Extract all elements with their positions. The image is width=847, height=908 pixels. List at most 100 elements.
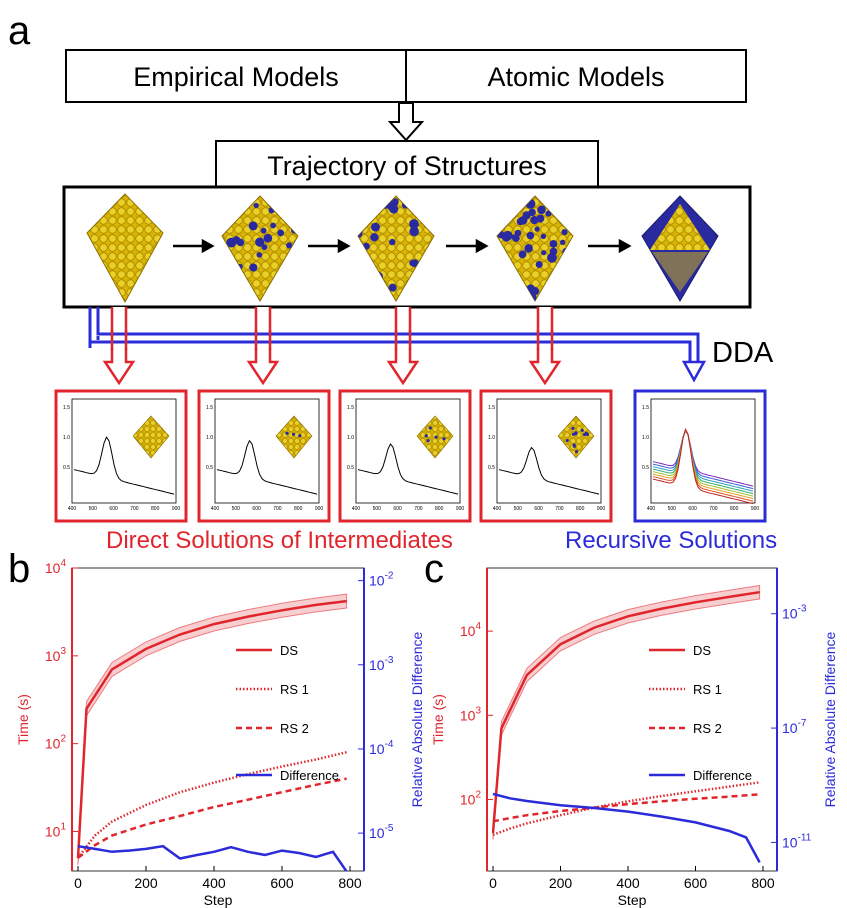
spectrum-x-tick: 400 [647,506,656,512]
spectrum-y-tick: 1.5 [347,405,354,411]
spectrum-curve [216,439,318,495]
legend-label: DS [693,643,711,658]
spectrum-panel-2: 400 500 600 700 800 900 1.5 1.0 0.5 [197,389,331,523]
y2-axis-label: Relative Absolute Difference [409,631,425,807]
spectrum-structure-thumbnail [557,415,595,459]
y2-tick-label: 10-7 [782,718,807,736]
spectrum-panel-4: 400 500 600 700 800 900 1.5 1.0 0.5 [479,389,613,523]
series-rs-2 [492,793,760,823]
defect-spot [580,428,584,432]
y-axis-label: Time (s) [15,694,31,745]
defect-spot [540,233,547,239]
spectrum-x-tick: 700 [273,506,282,512]
y2-tick-label: 10-3 [782,604,807,622]
spectrum-x-tick: 500 [373,506,382,512]
spectrum-x-tick: 700 [130,506,139,512]
series-rs-1 [492,781,760,836]
defect-spot [260,227,267,234]
series-rs-1 [77,750,347,859]
direct-arrows [102,307,562,386]
spectrum-x-tick: 800 [576,506,585,512]
x-tick-label: 200 [134,875,158,891]
spectrum-x-tick: 900 [315,506,324,512]
defect-spot [511,234,517,240]
defect-spot [565,439,569,443]
chart-b: 0 200 400 600 800 Step 101 102 103 104 10-5 10-4 10-… [15,558,425,908]
defect-spot [389,204,399,214]
structure-1 [86,193,164,304]
defect-spot [391,199,399,207]
hollow-down-arrow-icon [387,102,425,142]
spectrum-y-tick: 0.5 [347,465,354,471]
spectrum-panel-3: 400 500 600 700 800 900 1.5 1.0 0.5 [338,389,472,523]
defect-spot [514,229,522,237]
spectrum-x-tick: 800 [294,506,303,512]
defect-spot [232,236,241,244]
series-ds [491,590,760,834]
spectrum-x-tick: 900 [172,506,181,512]
spectrum-x-tick: 400 [493,506,502,512]
spectrum-x-tick: 900 [456,506,465,512]
legend-label: Difference [693,768,752,783]
spectrum-y-tick: 0.5 [642,465,649,471]
x-tick-label: 800 [338,875,362,891]
x-tick-label: 200 [549,875,573,891]
defect-spot [277,229,285,237]
x-tick-label: 400 [616,875,640,891]
y-tick-label: 103 [45,646,67,664]
spectrum-y-tick: 1.0 [642,435,649,441]
defect-spot [426,439,430,443]
dda-label: DDA [712,337,774,369]
legend-label: RS 2 [280,721,309,736]
spectrum-x-tick: 800 [435,506,444,512]
defect-spot [535,261,543,268]
spectrum-x-tick: 900 [597,506,606,512]
y-tick-label: 101 [45,821,67,839]
spectrum-structure-thumbnail [275,415,313,459]
x-tick-label: 0 [74,875,82,891]
spectrum-y-tick: 0.5 [63,465,70,471]
spectrum-axes [355,398,461,504]
defect-spot [536,214,545,223]
spectrum-frame [197,389,331,523]
defect-spot [572,443,576,447]
spectrum-curve [357,443,459,495]
defect-spot [409,259,416,267]
x-tick-label: 0 [489,875,497,891]
y2-tick-label: 10-2 [369,571,394,589]
defect-spot [518,250,527,259]
defect-spot [524,244,533,253]
legend-label: RS 1 [693,682,722,697]
x-tick-label: 600 [270,875,294,891]
spectrum-curve [652,427,754,505]
series-rs-2 [77,777,347,859]
spectrum-x-tick: 400 [352,506,361,512]
y2-tick-label: 10-5 [369,823,394,841]
defect-spot [560,239,566,245]
spectrum-panel-1: 400 500 600 700 800 900 1.5 1.0 0.5 [54,389,188,523]
spectrum-x-tick: 600 [109,506,118,512]
spectrum-frame [54,389,188,523]
spectrum-x-tick: 700 [555,506,564,512]
y-axis-label: Time (s) [430,694,446,745]
y-tick-label: 102 [460,789,482,807]
spectrum-x-tick: 700 [414,506,423,512]
empirical-models-box [65,49,407,103]
ds-band [492,584,761,840]
spectrum-x-tick: 900 [751,506,760,512]
spectrum-axes [650,398,756,504]
spectrum-y-tick: 1.0 [347,435,354,441]
panel-label-a: a [8,9,31,53]
defect-spot [285,431,289,435]
plot-area [491,584,761,863]
spectrum-axes [71,398,177,504]
defect-spot [370,233,379,242]
defect-spot [442,437,446,441]
y2-tick-label: 10-11 [782,832,812,850]
trajectory-arrows [173,238,632,254]
defect-spot [571,426,575,431]
spectrum-panel-5: 400 500 600 700 800 900 1.5 1.0 0.5 [633,389,767,523]
spectrum-y-tick: 1.0 [206,435,213,441]
y2-tick-label: 10-4 [369,739,394,757]
atomic-models-box [405,49,747,103]
